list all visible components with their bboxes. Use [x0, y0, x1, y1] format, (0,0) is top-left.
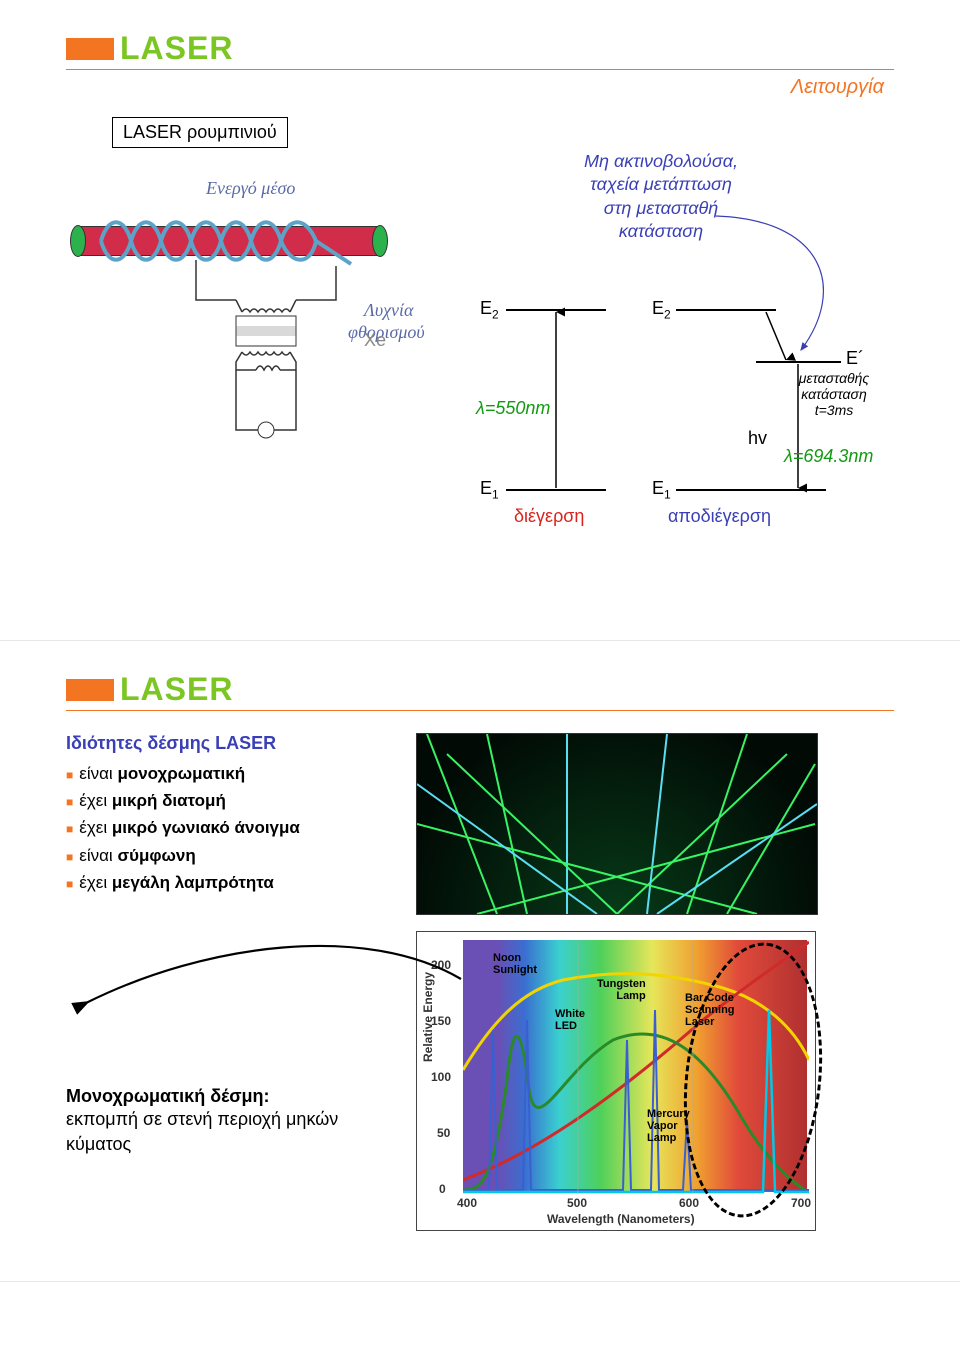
lambda-emission: λ=694.3nm — [784, 446, 873, 467]
slide1-subtitle: Λειτουργία — [66, 76, 884, 99]
list-item: ■έχει μεγάλη λαμπρότητα — [66, 869, 396, 896]
hv-label: hv — [748, 428, 767, 449]
list-item: ■είναι σύμφωνη — [66, 842, 396, 869]
circuit-icon — [176, 260, 346, 460]
ytick-1: 50 — [437, 1126, 450, 1140]
meta-line3: t=3ms — [784, 402, 884, 418]
e1-left-label: E1 — [480, 478, 499, 502]
rod-cap-right — [372, 225, 388, 257]
meta-line1: μετασταθής — [784, 370, 884, 386]
xe-label: Xe — [364, 330, 386, 351]
xtick-1: 500 — [567, 1196, 587, 1210]
e2-right-label: E2 — [652, 298, 671, 322]
mono-desc: εκπομπή σε στενή περιοχή μηκών κύματος — [66, 1107, 396, 1157]
deexcitation-label: αποδιέγερση — [668, 506, 771, 527]
lamp-label-1: Λυχνία — [364, 300, 414, 321]
xtick-2: 600 — [679, 1196, 699, 1210]
bullet-icon: ■ — [66, 795, 73, 809]
metastable-block: μετασταθής κατάσταση t=3ms — [784, 370, 884, 418]
ytick-0: 0 — [439, 1182, 446, 1196]
monochromatic-block: Μονοχρωματική δέσμη: εκπομπή σε στενή πε… — [66, 1086, 396, 1157]
lamp-label-2: φθορισμού — [348, 322, 425, 343]
led-label: White LED — [555, 1008, 585, 1032]
slide2-title: LASER — [120, 671, 233, 708]
ytick-2: 100 — [431, 1070, 451, 1084]
energy-level-diagram: Μη ακτινοβολούσα, ταχεία μετάπτωση στη μ… — [446, 170, 876, 590]
spectrum-chart: Relative Energy Wavelength (Nanometers) … — [416, 931, 816, 1231]
meta-line2: κατάσταση — [784, 386, 884, 402]
e2-left-label: E2 — [480, 298, 499, 322]
title-row-2: LASER — [66, 671, 894, 711]
title-accent-box-2 — [66, 679, 114, 701]
slide-laser-operation: LASER Λειτουργία LASER ρουμπινιού Ενεργό… — [0, 0, 960, 641]
noon-label: Noon Sunlight — [493, 952, 537, 976]
pointer-arrow-icon — [66, 933, 466, 1023]
list-item: ■είναι μονοχρωματική — [66, 760, 396, 787]
active-medium-label: Ενεργό μέσο — [206, 178, 295, 199]
slide1-body: Ενεργό μέσο Λυχνία φθορισμού — [66, 170, 894, 590]
slide2-body: Ιδιότητες δέσμης LASER ■είναι μονοχρωματ… — [66, 733, 894, 1231]
title-accent-box — [66, 38, 114, 60]
energy-levels-icon — [446, 300, 876, 550]
excitation-label: διέγερση — [514, 506, 584, 527]
xtick-0: 400 — [457, 1196, 477, 1210]
tungsten-label: Tungsten Lamp — [597, 978, 646, 1002]
properties-heading: Ιδιότητες δέσμης LASER — [66, 733, 396, 754]
eprime-label: E´ — [846, 348, 864, 369]
laser-show-image — [416, 733, 818, 915]
bullet-icon: ■ — [66, 877, 73, 891]
title-row: LASER — [66, 30, 894, 70]
properties-list: ■είναι μονοχρωματική ■έχει μικρή διατομή… — [66, 760, 396, 896]
lambda-excitation: λ=550nm — [476, 398, 550, 419]
list-item: ■έχει μικρή διατομή — [66, 787, 396, 814]
xtick-3: 700 — [791, 1196, 811, 1210]
e1-right-label: E1 — [652, 478, 671, 502]
slide1-title: LASER — [120, 30, 233, 67]
right-column: Relative Energy Wavelength (Nanometers) … — [416, 733, 836, 1231]
ruby-schematic: Ενεργό μέσο Λυχνία φθορισμού — [66, 170, 426, 470]
list-item: ■έχει μικρό γωνιακό άνοιγμα — [66, 814, 396, 841]
bullet-icon: ■ — [66, 850, 73, 864]
slide-laser-properties: LASER Ιδιότητες δέσμης LASER ■είναι μονο… — [0, 641, 960, 1282]
ruby-laser-label: LASER ρουμπινιού — [112, 117, 288, 148]
bullet-icon: ■ — [66, 768, 73, 782]
mono-title: Μονοχρωματική δέσμη: — [66, 1086, 396, 1107]
rod-cap-left — [70, 225, 86, 257]
flash-coil — [96, 216, 356, 266]
x-axis-label: Wavelength (Nanometers) — [547, 1212, 695, 1226]
bullet-icon: ■ — [66, 822, 73, 836]
